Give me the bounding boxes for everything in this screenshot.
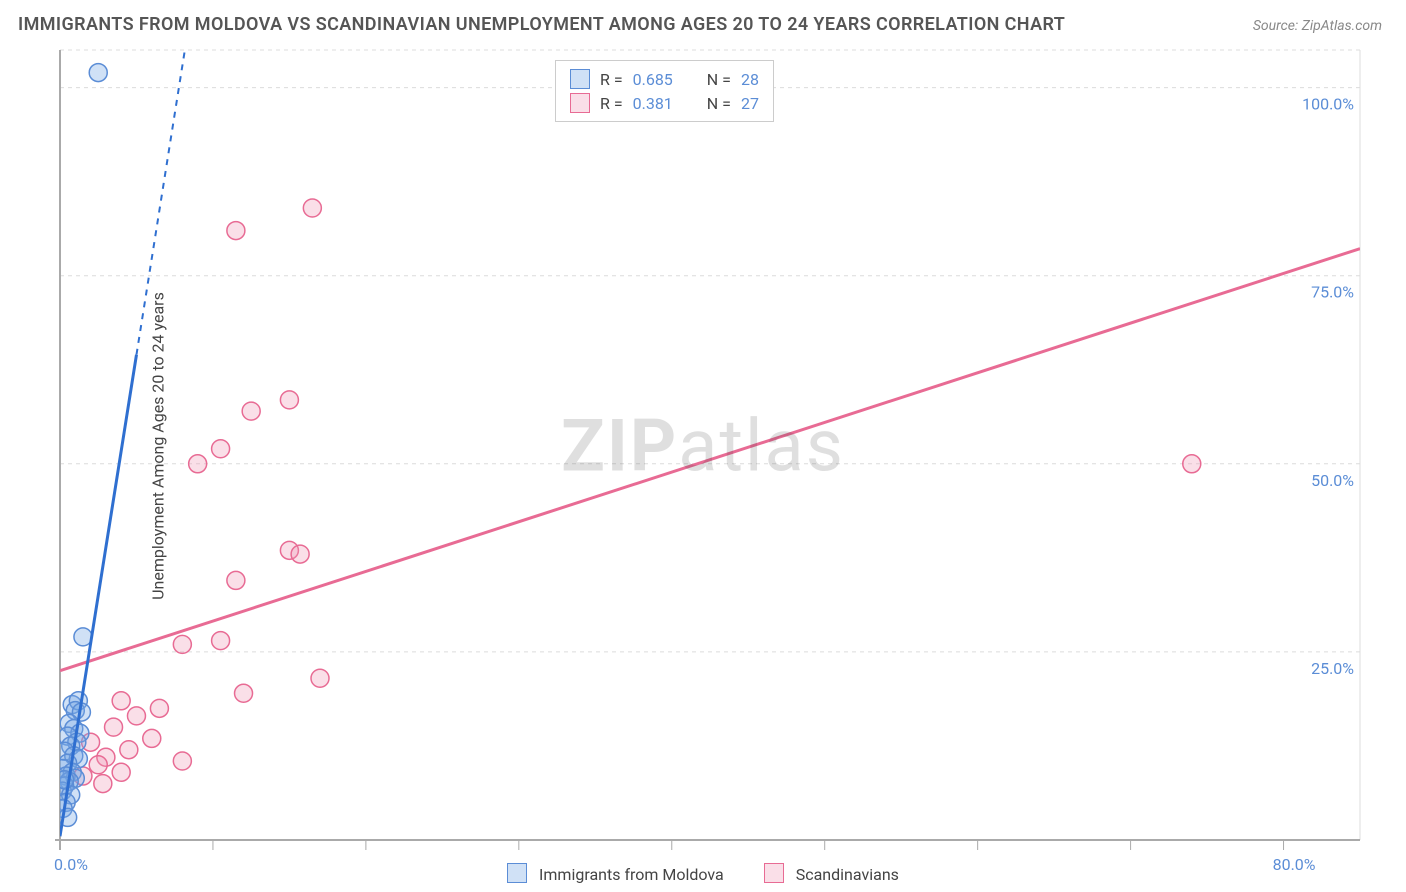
scatter-point-scandinavian <box>280 391 298 409</box>
bottom-legend: Immigrants from Moldova Scandinavians <box>0 863 1406 884</box>
legend-swatch-pink-icon <box>764 863 784 883</box>
scatter-point-scandinavian <box>112 692 130 710</box>
scatter-point-scandinavian <box>212 440 230 458</box>
scatter-point-scandinavian <box>89 756 107 774</box>
scatter-point-scandinavian <box>242 402 260 420</box>
top-legend-row-scandinavians: R = 0.381 N = 27 <box>570 91 759 115</box>
scatter-point-scandinavian <box>1183 455 1201 473</box>
scatter-point-scandinavian <box>127 707 145 725</box>
bottom-legend-label-immigrants: Immigrants from Moldova <box>539 865 724 884</box>
scatter-point-immigrant <box>89 64 107 82</box>
source-prefix: Source: <box>1253 18 1302 34</box>
y-axis-label: Unemployment Among Ages 20 to 24 years <box>148 292 167 600</box>
n-value-scandinavians: 27 <box>741 94 759 113</box>
n-label: N = <box>707 94 731 113</box>
scatter-point-scandinavian <box>311 669 329 687</box>
chart-root: IMMIGRANTS FROM MOLDOVA VS SCANDINAVIAN … <box>0 0 1406 892</box>
scatter-point-scandinavian <box>212 632 230 650</box>
r-label: R = <box>600 70 623 89</box>
bottom-legend-item-immigrants: Immigrants from Moldova <box>507 863 724 884</box>
y-tick-label: 25.0% <box>1311 659 1354 678</box>
bottom-legend-item-scandinavians: Scandinavians <box>764 863 899 884</box>
legend-swatch-blue-icon <box>570 69 590 89</box>
trend-line <box>60 249 1360 671</box>
r-label: R = <box>600 94 623 113</box>
bottom-legend-label-scandinavians: Scandinavians <box>796 865 899 884</box>
source-name: ZipAtlas.com <box>1302 18 1382 34</box>
y-tick-label: 50.0% <box>1311 471 1354 490</box>
scatter-point-scandinavian <box>94 775 112 793</box>
legend-swatch-blue-icon <box>507 863 527 883</box>
scatter-point-scandinavian <box>303 199 321 217</box>
y-tick-label: 75.0% <box>1311 283 1354 302</box>
chart-source: Source: ZipAtlas.com <box>1253 18 1382 34</box>
top-legend-box: R = 0.685 N = 28 R = 0.381 N = 27 <box>555 60 774 122</box>
scatter-point-scandinavian <box>235 684 253 702</box>
chart-title: IMMIGRANTS FROM MOLDOVA VS SCANDINAVIAN … <box>18 14 1065 35</box>
n-label: N = <box>707 70 731 89</box>
top-legend-row-immigrants: R = 0.685 N = 28 <box>570 67 759 91</box>
scatter-point-scandinavian <box>105 718 123 736</box>
r-value-immigrants: 0.685 <box>633 70 673 89</box>
scatter-point-scandinavian <box>173 752 191 770</box>
scatter-point-scandinavian <box>173 635 191 653</box>
scatter-point-scandinavian <box>150 699 168 717</box>
trend-line-dashed <box>136 0 1360 355</box>
scatter-point-scandinavian <box>120 741 138 759</box>
r-value-scandinavians: 0.381 <box>633 94 673 113</box>
scatter-point-scandinavian <box>227 571 245 589</box>
scatter-point-scandinavian <box>189 455 207 473</box>
chart-svg: 25.0%50.0%75.0%100.0%0.0%80.0% <box>0 0 1406 892</box>
scatter-point-scandinavian <box>112 763 130 781</box>
legend-swatch-pink-icon <box>570 93 590 113</box>
scatter-point-scandinavian <box>143 729 161 747</box>
n-value-immigrants: 28 <box>741 70 759 89</box>
scatter-point-scandinavian <box>227 222 245 240</box>
scatter-point-scandinavian <box>291 545 309 563</box>
y-tick-label: 100.0% <box>1302 95 1354 114</box>
